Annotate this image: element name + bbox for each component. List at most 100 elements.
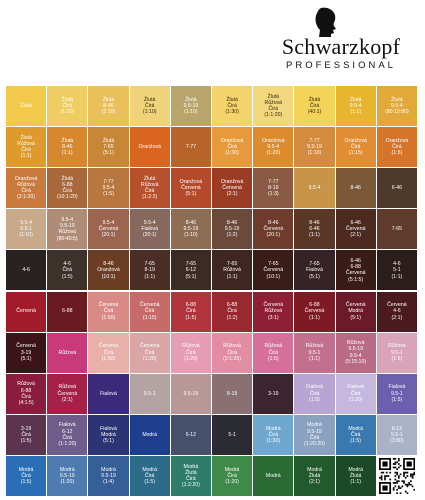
color-swatch: 7-65 8-19 (1:1) — [129, 250, 170, 291]
swatch-label: 7-65 — [391, 226, 403, 233]
swatch-label: 6-12 9.5-1 (3:80) — [390, 425, 404, 444]
color-swatch: 6-46 6-88 Červená (5:1:5) — [335, 250, 376, 291]
swatch-label: Červená 3-19 (5:1) — [16, 343, 36, 362]
color-swatch: Modrá 9.5-19 Čirá (1:20:20) — [294, 414, 335, 455]
swatch-label: Žlutá Čirá (1:30) — [225, 96, 239, 116]
swatch-label: Žlutá 6-88 Čirá (10:1:20) — [56, 175, 78, 201]
color-swatch: 7-77 — [170, 127, 211, 168]
swatch-label: 9.5-4 Fialová (20:1) — [141, 220, 159, 239]
color-swatch: Oranžová Čirá (1:30) — [212, 127, 253, 168]
swatch-label: 9.5-1 — [143, 390, 156, 397]
swatch-label: 7-65 8-19 (1:1) — [144, 261, 156, 280]
color-swatch: Žlutá Čirá (1:10) — [47, 86, 88, 127]
color-swatch: Žlutá 9.5-19 (1:10) — [170, 86, 211, 127]
swatch-label: Červená Modrá (5:1) — [345, 302, 366, 321]
swatch-label: Žlutá 8-46 (1:10) — [101, 96, 116, 116]
swatch-label: Červená 4-6 (2:1) — [387, 302, 407, 321]
color-swatch: Modrá Čirá (1:5) — [335, 414, 376, 455]
swatch-label: 8-46 — [350, 185, 361, 192]
swatch-label: 6-46 6-88 Červená (5:1:5) — [345, 258, 366, 283]
color-swatch: 4-6 Čirá (1:5) — [47, 250, 88, 291]
swatch-label: 4-6 5-1 (1:1) — [391, 261, 403, 280]
swatch-label: Růžová Čirá (1:20) — [182, 343, 200, 362]
brand-name: Schwarzkopf — [281, 34, 401, 59]
color-swatch-grid: Žlutá Žlutá Čirá (1:10) Žlutá 8-46 (1:10) Ž… — [6, 86, 417, 496]
color-swatch: Modrá Čirá (1:20) — [212, 455, 253, 496]
swatch-label: Růžová 9.5-1 (1:5) — [388, 343, 406, 362]
color-swatch: 7-65 6-12 (5:1) — [170, 250, 211, 291]
swatch-label: 6-46 — [391, 185, 403, 192]
color-swatch: Červená Čirá (1:50) — [88, 332, 129, 373]
color-swatch: 7-65 — [376, 209, 417, 250]
color-swatch: Červená Čirá (1:20) — [129, 332, 170, 373]
swatch-label: Žlutá — [20, 102, 32, 109]
swatch-label: Růžová 9.5-19 9.5-4 (5:15:10) — [345, 340, 367, 365]
color-swatch: 5-1 — [212, 414, 253, 455]
swatch-label: 8-46 Oranžová (10:1) — [97, 261, 120, 280]
color-swatch: Modrá Čirá (1:5) — [6, 455, 47, 496]
color-swatch: Fialová 9.5-1 (1:5) — [376, 373, 417, 414]
swatch-label: Žlutá 7-65 (5:1) — [102, 137, 115, 157]
swatch-label: 5-1 — [228, 431, 236, 438]
swatch-label: Červená Čirá (1:15) — [139, 302, 160, 321]
swatch-label: 8-19 — [226, 390, 238, 397]
swatch-label: Oranžová — [138, 144, 161, 151]
color-swatch: Žlutá — [6, 86, 47, 127]
swatch-label: 8-46 Červená (20:1) — [263, 220, 284, 239]
color-swatch: Žlutá 8-46 (1:1) — [47, 127, 88, 168]
color-swatch: 8-46 9.5-19 (1:2) — [212, 209, 253, 250]
swatch-label: Modrá Čirá (1:5) — [348, 425, 364, 444]
color-swatch: 3-19 — [253, 373, 294, 414]
swatch-label: 8-46 6-46 (1:1) — [309, 220, 320, 239]
color-swatch: 7-77 9.5-19 (1:10) — [294, 127, 335, 168]
color-swatch: Žlutá 8-46 (1:10) — [88, 86, 129, 127]
swatch-label: Červená — [16, 308, 36, 315]
swatch-label: Fialová 6-12 Čirá (1:1:20) — [58, 422, 77, 448]
swatch-label: Modrá 9.5-19 (1:20) — [59, 466, 75, 486]
swatch-label: Červená Čirá (1:50) — [98, 343, 119, 362]
swatch-label: 7-77 9.5-4 (1:5) — [102, 178, 115, 198]
swatch-label: 7-77 — [185, 144, 197, 151]
color-swatch: Červená Čirá (1:50) — [88, 291, 129, 332]
swatch-label: 9.5-4 9.5-1 (1:10) — [19, 220, 33, 239]
swatch-label: 6-12 — [185, 431, 197, 438]
color-swatch: Fialová Čirá (1:20) — [335, 373, 376, 414]
swatch-label: Oranžová Čirá (1:15) — [344, 137, 367, 157]
swatch-label: Růžová Čirá (1:5) — [264, 343, 283, 362]
swatch-label: Žlutá 8-46 (1:1) — [61, 137, 74, 157]
swatch-label: 7-77 9.5-19 (1:10) — [307, 137, 322, 157]
color-swatch: Žlutá Růžová Čirá (1:1) — [6, 127, 47, 168]
swatch-label: Žlutá 9.5-4 (80:10:80) — [385, 96, 409, 116]
swatch-label: 6-46 Červená (2:1) — [345, 220, 366, 239]
swatch-label: 9.5-4 — [308, 185, 321, 192]
color-swatch: 8-46 Červená (20:1) — [253, 209, 294, 250]
color-swatch: 9.5-1 — [129, 373, 170, 414]
swatch-label: 6-88 Čirá (1:2) — [226, 302, 238, 321]
swatch-label: Růžová 9.5-1 (1:1) — [305, 343, 324, 362]
color-swatch: 4-6 — [6, 250, 47, 291]
swatch-label: Oranžová Červená (2:1) — [220, 178, 244, 198]
swatch-label: 7-65 Růžová (1:1) — [223, 261, 241, 280]
color-swatch: Oranžová Červená (2:1) — [212, 168, 253, 209]
swatch-label: Modrá Čirá (1:20) — [224, 466, 240, 486]
color-swatch: Fialová 6-12 Čirá (1:1:20) — [47, 414, 88, 455]
color-swatch: Modrá Žlutá (1:1) — [335, 455, 376, 496]
color-swatch: Žlutá Růžová Čirá (1:1:20) — [253, 86, 294, 127]
color-swatch: 6-88 — [47, 291, 88, 332]
color-swatch: Fialová Modrá (5:1) — [88, 414, 129, 455]
swatch-label: Žlutá Čirá (40:1) — [307, 96, 322, 116]
swatch-label: Žlutá Růžová Čirá (1:1) — [17, 134, 35, 160]
swatch-label: Žlutá Růžová Čirá (1:1:20) — [264, 93, 283, 119]
color-swatch: Modrá — [253, 455, 294, 496]
swatch-label: Modrá Žlutá (2:1) — [307, 466, 322, 486]
color-swatch: Fialová — [88, 373, 129, 414]
color-swatch: Žlutá Čirá (1:10) — [129, 86, 170, 127]
color-swatch: Červená 4-6 (2:1) — [376, 291, 417, 332]
swatch-label: Modrá Čirá (1:30) — [265, 425, 281, 444]
color-swatch: Žlutá 9.5-4 (1:1) — [335, 86, 376, 127]
swatch-label: Růžová Čirá (2:1:25) — [223, 343, 242, 362]
color-swatch: Červená Čirá (1:15) — [129, 291, 170, 332]
color-swatch: Modrá Žlutá (2:1) — [294, 455, 335, 496]
color-swatch: Růžová Červená (2:1) — [47, 373, 88, 414]
color-swatch: 7-65 Růžová (1:1) — [212, 250, 253, 291]
